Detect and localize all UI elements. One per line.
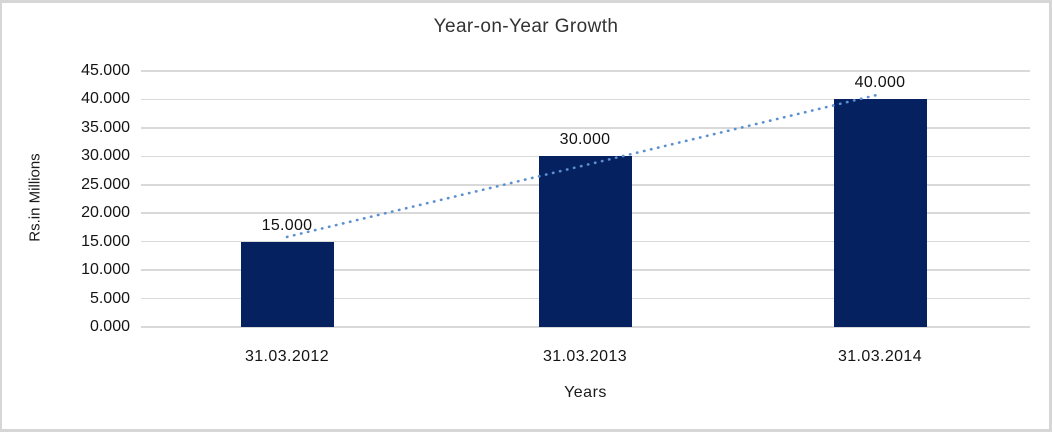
bar-value-label: 30.000: [559, 131, 611, 149]
x-category-label: 31.03.2012: [244, 348, 330, 365]
y-tick-label: 0.000: [89, 318, 130, 335]
y-tick-label: 15.000: [81, 232, 130, 250]
x-category-label: 31.03.2014: [837, 348, 923, 365]
y-tick-label: 35.000: [81, 118, 130, 136]
x-category-label: 31.03.2013: [542, 348, 628, 365]
bar: [240, 241, 334, 327]
bar: [833, 99, 927, 327]
y-tick-label: 25.000: [81, 175, 130, 193]
gridline: [141, 326, 1030, 328]
bar: [538, 156, 632, 327]
y-tick-label: 30.000: [81, 147, 130, 165]
chart-title: Year-on-Year Growth: [433, 16, 619, 37]
y-tick-label: 5.000: [89, 289, 130, 307]
bar-value-label: 40.000: [854, 74, 906, 92]
y-tick-label: 10.000: [81, 261, 130, 279]
bar-value-label: 15.000: [261, 216, 313, 234]
y-tick-label: 45.000: [81, 62, 130, 79]
y-tick-label: 20.000: [81, 204, 130, 222]
y-tick-label: 40.000: [81, 90, 130, 108]
gridline: [141, 70, 1030, 72]
x-axis-title: Years: [564, 384, 607, 401]
